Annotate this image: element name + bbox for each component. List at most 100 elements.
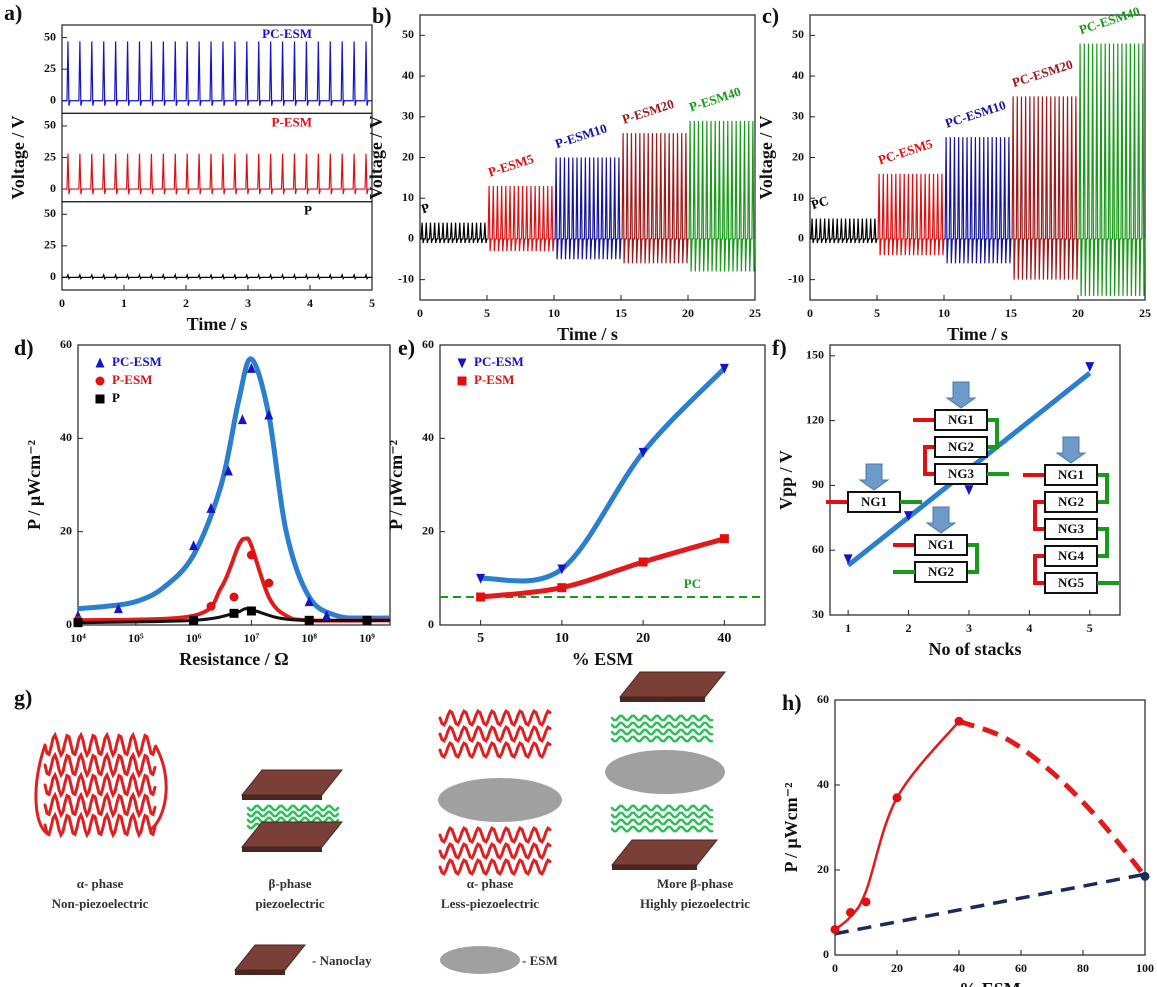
panel-label: e) [398,335,415,360]
y-tick-label: 90 [812,477,824,491]
ng-box [1044,518,1098,540]
chain [438,825,552,845]
wire [1033,554,1045,585]
x-tick-label: 20 [1072,306,1084,320]
chain [438,857,552,877]
x-axis-label: % ESM [572,649,634,669]
y-tick-label: 10 [402,190,414,204]
y-tick-label: 20 [792,149,804,163]
y-tick-label: 30 [402,109,414,123]
marker [229,608,239,618]
legend-label: P-ESM [112,372,152,387]
legend-label: PC-ESM [474,354,524,369]
x-tick-label: 10⁷ [244,631,260,645]
legend-label: P-ESM [474,372,514,387]
y-tick-label: 20 [402,149,414,163]
y-axis-label: P / μWcm⁻² [781,782,801,872]
stack-arrow [1055,436,1087,464]
x-tick-label: 4 [307,296,313,310]
chain [610,721,714,729]
marker [904,511,914,522]
ng-label: NG2 [928,564,954,579]
panel-label: b) [372,3,392,28]
x-tick-label: 5 [1087,621,1093,635]
x-tick-label: 10⁸ [301,631,317,645]
chain [246,804,340,812]
x-tick-label: 0 [807,306,813,320]
chain [438,708,552,728]
ng-label: NG1 [1058,467,1084,482]
fit-curve [834,872,1146,936]
marker [73,618,83,628]
ng-label: NG3 [1058,521,1085,536]
x-tick-label: 5 [477,631,484,646]
ng-label: NG1 [928,537,954,552]
y-tick-label: 60 [60,337,72,351]
y-tick-label: 40 [792,68,804,82]
signal-trace [554,157,622,260]
wire [987,418,999,449]
esm [605,750,725,794]
chain [34,744,168,837]
wire [1033,500,1045,531]
nanoclay-side [242,795,322,800]
chain [438,841,552,861]
y-tick-label: 0 [66,617,72,631]
marker [223,465,233,476]
phase-text: More β-phase [657,876,734,891]
phase-text: β-phase [269,876,312,891]
chain [43,731,157,759]
y-axis-label: P / μWcm⁻² [24,440,44,530]
y-tick-label: 150 [806,348,824,362]
marker [206,502,216,513]
y-tick-label: 0 [798,231,804,245]
y-tick-label: 60 [812,542,824,556]
x-tick-label: 4 [1026,621,1032,635]
ng-label: NG3 [948,466,975,481]
marker [304,596,314,607]
x-tick-label: 10 [548,306,560,320]
x-tick-label: 10⁹ [359,631,375,645]
stack-arrow [945,381,977,409]
series-label: P [304,203,312,218]
signal-trace [877,173,945,256]
ng-box [934,436,988,458]
x-tick-label: 40 [953,961,965,975]
ng-label: NG4 [1058,548,1085,563]
x-axis-label: Resistance / Ω [179,649,288,669]
ng-box [1044,491,1098,513]
x-tick-label: 20 [636,631,650,646]
marker [113,603,123,614]
marker [95,357,105,368]
marker [830,925,840,934]
panel-label: c) [762,3,779,28]
esm [440,946,520,974]
phase-text: Less-piezoelectric [441,896,539,911]
marker [476,573,486,584]
marker [1085,362,1095,372]
x-tick-label: 80 [1077,961,1089,975]
x-axis-label: No of stacks [929,639,1022,659]
plot-frame [61,112,373,203]
y-tick-label: 10 [792,190,804,204]
x-tick-label: 100 [1136,961,1154,975]
series-label: P [419,200,431,217]
y-tick-label: 30 [792,109,804,123]
marker [557,583,567,593]
marker [557,564,567,575]
marker [954,716,964,726]
y-tick-label: 50 [44,29,56,43]
y-axis-label: Vpp / V [776,450,796,510]
ng-label: NG2 [1058,494,1084,509]
plot-frame [61,24,373,114]
y-tick-label: 0 [428,617,434,631]
y-tick-label: 20 [422,523,434,537]
panel-label: f) [772,335,787,360]
y-tick-label: 50 [792,27,804,41]
x-tick-label: 3 [966,621,972,635]
x-tick-label: 3 [245,296,251,310]
nanoclay [618,671,727,698]
nanoclay [240,821,344,848]
signal-trace [62,153,372,195]
nanoclay-side [242,847,322,852]
